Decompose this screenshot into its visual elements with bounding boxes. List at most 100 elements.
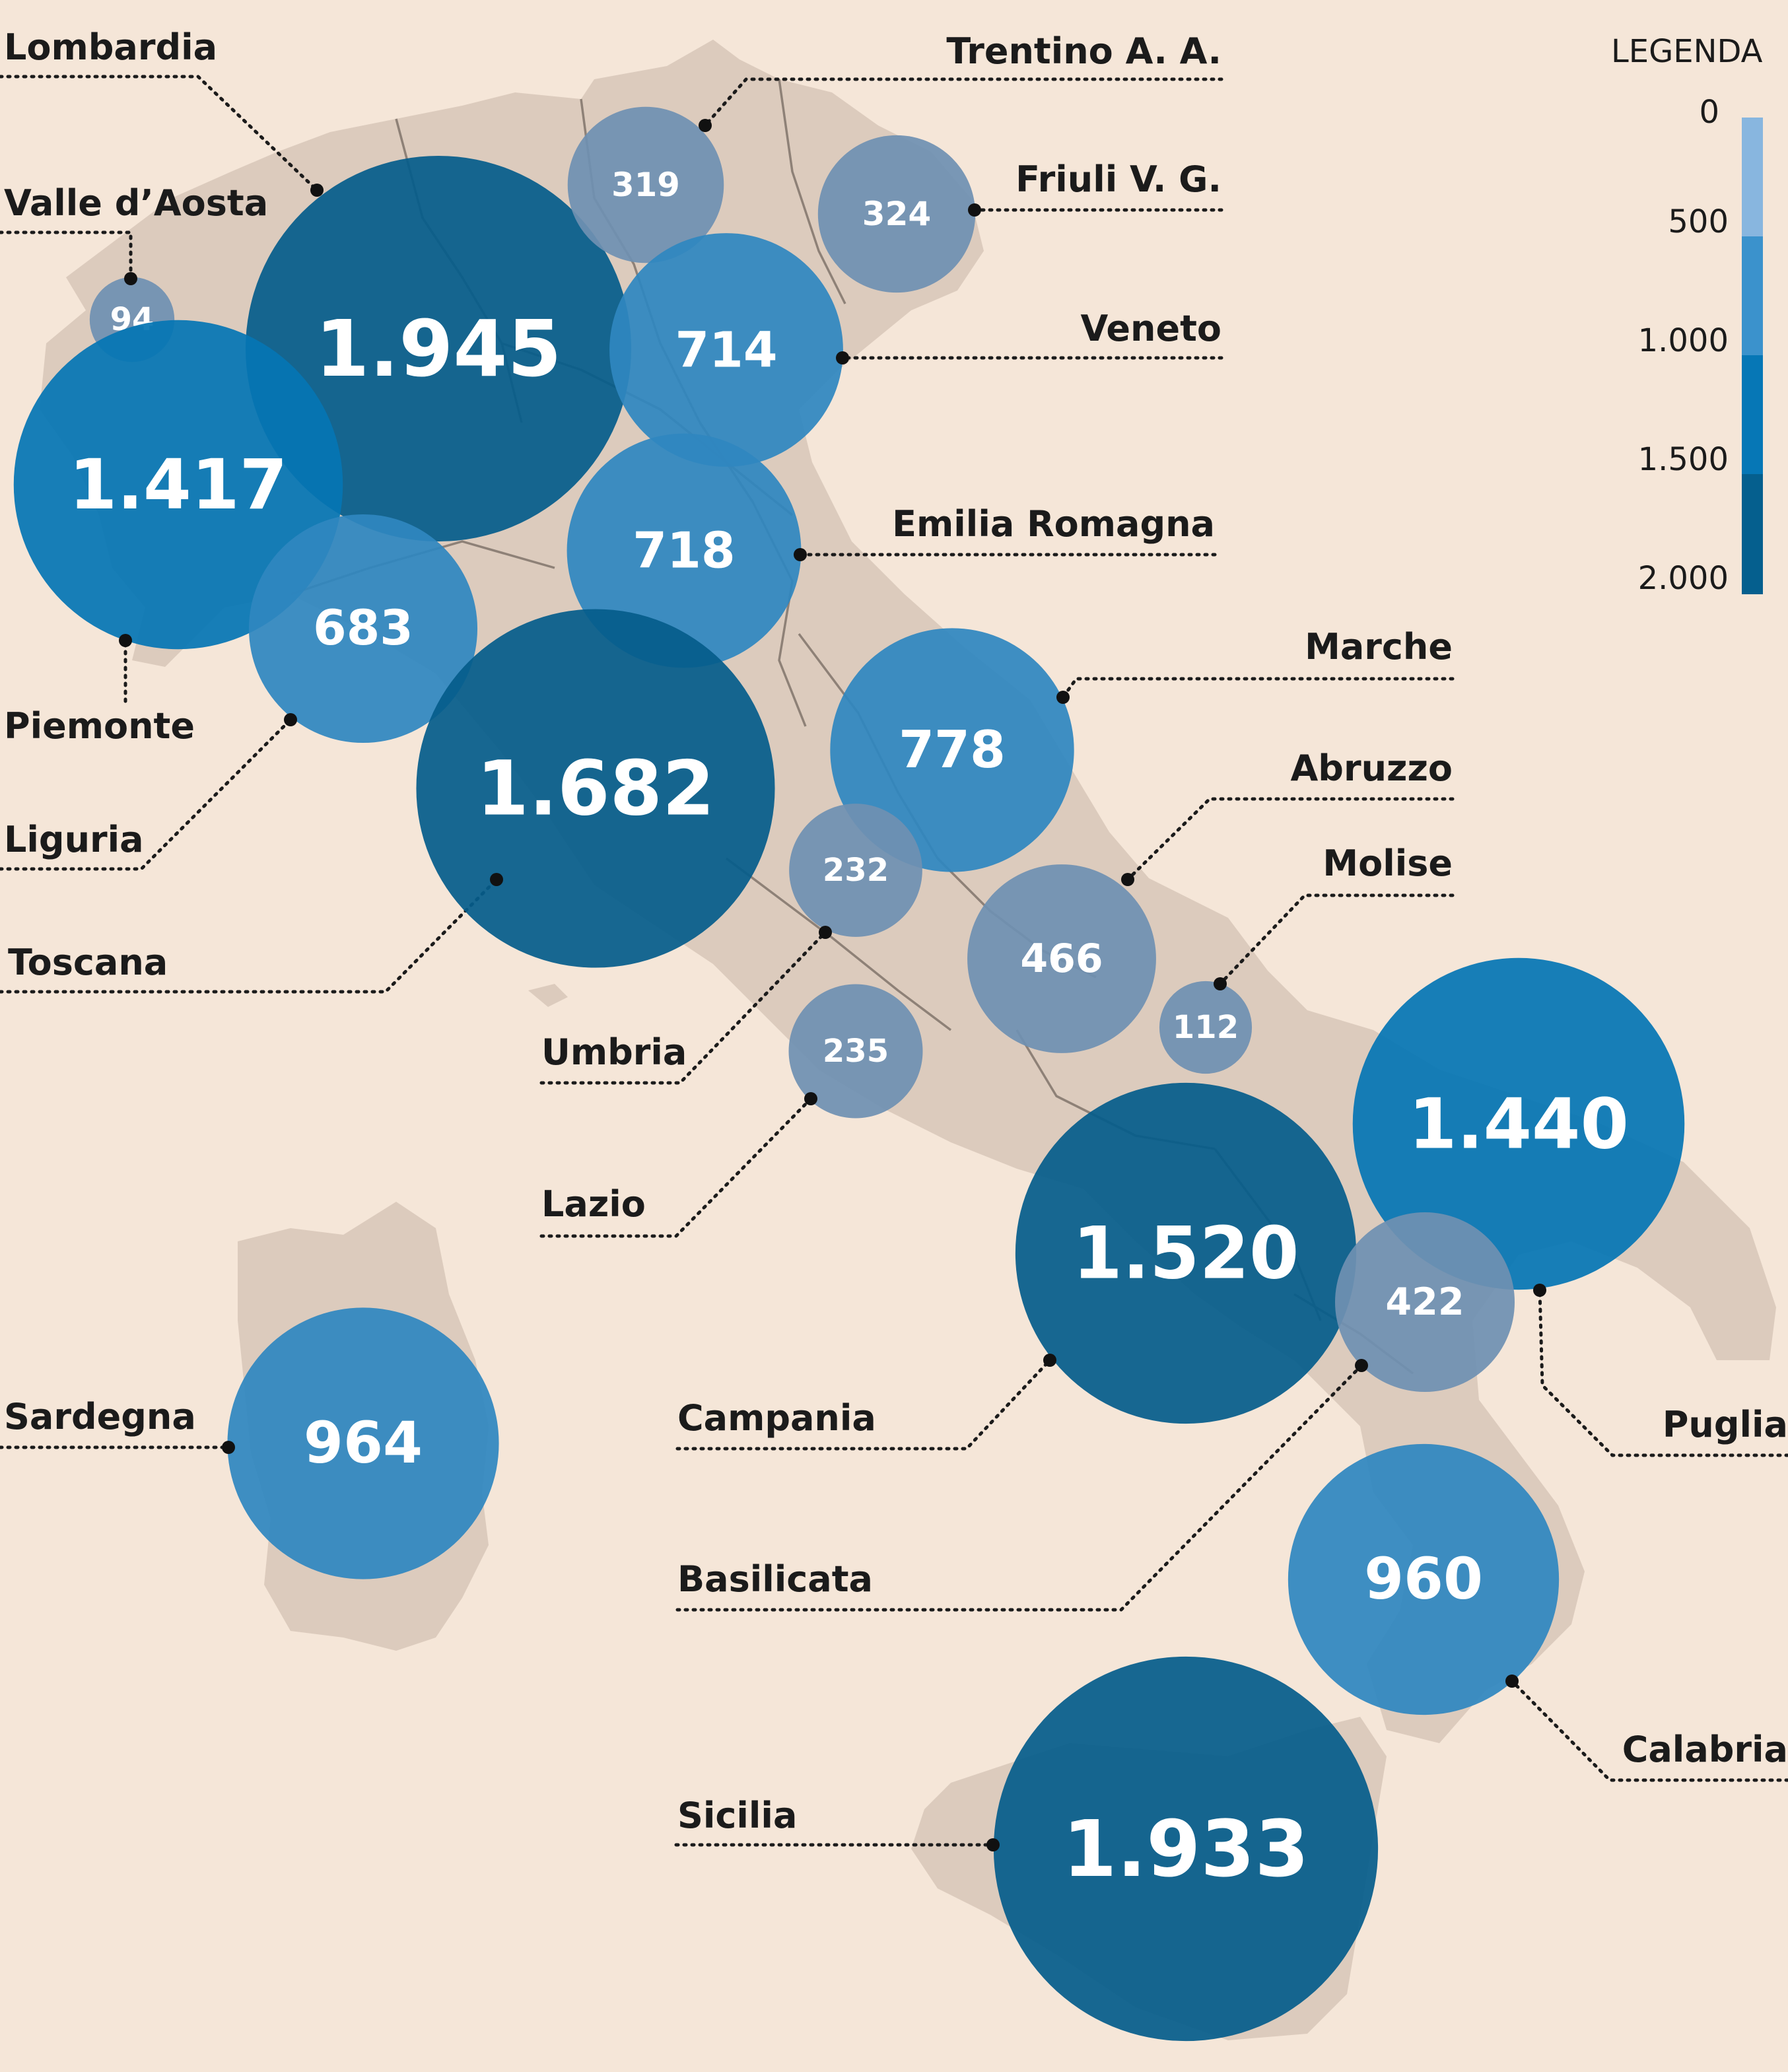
bubble-value-lazio: 235 — [823, 1033, 889, 1070]
leader-dot-trentino-a-a — [699, 119, 712, 132]
region-name-emilia-romagna: Emilia Romagna — [892, 503, 1215, 545]
elba-island — [528, 984, 568, 1007]
bubble-value-liguria: 683 — [313, 601, 413, 656]
bubble-piemonte — [13, 320, 343, 650]
leader-trentino — [703, 77, 1223, 127]
leader-puglia — [1538, 1288, 1788, 1457]
bubble-value-sicilia: 1.933 — [1062, 1803, 1309, 1894]
region-name-liguria: Liguria — [4, 819, 144, 860]
leader-valle-aosta — [0, 230, 133, 281]
bubble-molise — [1159, 981, 1253, 1074]
bubble-value-calabria: 960 — [1364, 1546, 1483, 1612]
bubble-value-umbria: 232 — [823, 852, 889, 889]
leader-toscana — [0, 878, 499, 994]
leader-calabria — [1510, 1679, 1788, 1782]
leader-dot-valle-d-aosta — [124, 272, 137, 285]
region-name-abruzzo: Abruzzo — [1291, 747, 1453, 789]
bubble-value-abruzzo: 466 — [1020, 936, 1103, 982]
bubble-value-lombardia: 1.945 — [315, 303, 561, 394]
region-name-veneto: Veneto — [1081, 308, 1221, 349]
region-name-valle-d-aosta: Valle d’Aosta — [4, 182, 268, 224]
bubble-umbria — [789, 804, 922, 937]
bubble-veneto — [609, 233, 843, 467]
bubble-value-emilia-romagna: 718 — [633, 522, 736, 580]
leader-dot-piemonte — [119, 634, 132, 647]
leader-umbria — [539, 930, 827, 1085]
leader-abruzzo — [1126, 797, 1455, 881]
legend-title: LEGENDA — [1611, 33, 1763, 70]
region-name-sardegna: Sardegna — [4, 1396, 196, 1437]
region-name-molise: Molise — [1323, 843, 1453, 884]
leader-liguria — [0, 718, 292, 871]
leader-lazio — [539, 1097, 813, 1238]
region-name-marche: Marche — [1305, 626, 1453, 668]
bubble-value-molise: 112 — [1173, 1009, 1239, 1046]
leader-dot-campania — [1043, 1354, 1056, 1367]
region-name-sicilia: Sicilia — [677, 1795, 797, 1836]
bubble-sardegna — [227, 1307, 499, 1579]
leader-dot-lazio — [804, 1092, 817, 1105]
legend-segment-0 — [1742, 118, 1763, 236]
bubbles-layer: 1.945319324947141.4177186837781.68246623… — [13, 106, 1685, 2042]
leader-dot-sicilia — [986, 1838, 1000, 1851]
region-name-umbria: Umbria — [541, 1031, 687, 1073]
leader-dots-layer — [119, 119, 1546, 1851]
leader-dot-marche — [1056, 691, 1070, 704]
bubble-emilia-romagna — [567, 433, 802, 668]
bubble-value-basilicata: 422 — [1385, 1280, 1464, 1324]
leader-campania — [675, 1358, 1052, 1451]
region-name-puglia: Puglia — [1663, 1404, 1788, 1445]
bubble-puglia — [1352, 957, 1685, 1290]
legend-tick-1000: 1.000 — [1638, 322, 1729, 359]
region-name-toscana: Toscana — [8, 942, 168, 983]
bubble-value-marche: 778 — [899, 720, 1006, 780]
legend-tick-2000: 2.000 — [1638, 560, 1729, 597]
leader-dot-liguria — [284, 713, 297, 726]
bubble-value-sardegna: 964 — [304, 1410, 423, 1476]
legend: LEGENDA 0 500 1.000 1.500 2.000 — [1611, 33, 1763, 597]
leader-dot-abruzzo — [1121, 873, 1134, 886]
leader-dot-basilicata — [1355, 1359, 1368, 1372]
bubble-campania — [1015, 1082, 1357, 1424]
bubble-toscana — [416, 609, 775, 968]
bubble-trentino-a-a — [567, 106, 724, 263]
bubble-value-campania: 1.520 — [1073, 1212, 1299, 1295]
leader-dot-friuli-v-g — [968, 203, 981, 217]
region-name-lombardia: Lombardia — [4, 26, 217, 68]
bubble-value-toscana: 1.682 — [477, 745, 715, 833]
region-name-basilicata: Basilicata — [677, 1558, 873, 1600]
region-names-layer: Lombardia Trentino A. A. Friuli V. G. Valle… — [4, 26, 1788, 1836]
legend-color-bar — [1742, 118, 1763, 594]
leader-dot-veneto — [836, 351, 849, 364]
leader-marche — [1061, 677, 1455, 699]
region-name-lazio: Lazio — [541, 1183, 646, 1225]
bubble-sicilia — [993, 1656, 1379, 2042]
legend-tick-1500: 1.500 — [1638, 441, 1729, 478]
bubble-value-veneto: 714 — [675, 322, 777, 379]
region-name-friuli-v-g: Friuli V. G. — [1015, 158, 1221, 200]
bubble-lombardia — [246, 156, 631, 541]
legend-segment-2 — [1742, 355, 1763, 474]
region-name-calabria: Calabria — [1622, 1729, 1788, 1770]
leader-dot-lombardia — [310, 184, 324, 197]
bubble-value-puglia: 1.440 — [1408, 1084, 1629, 1165]
leader-dot-toscana — [490, 873, 503, 886]
bubble-lazio — [788, 984, 923, 1119]
leader-lines — [0, 75, 1788, 1847]
bubble-abruzzo — [967, 864, 1156, 1053]
bubble-calabria — [1288, 1443, 1560, 1715]
leader-dot-calabria — [1505, 1675, 1519, 1688]
bubble-value-piemonte: 1.417 — [69, 444, 287, 525]
leader-dot-emilia-romagna — [794, 548, 807, 561]
bubble-liguria — [248, 514, 478, 743]
leader-dot-puglia — [1533, 1284, 1546, 1297]
bubble-marche — [830, 628, 1074, 872]
bubble-value-friuli-v-g: 324 — [862, 195, 931, 233]
leader-basilicata — [675, 1364, 1363, 1612]
leader-lombardia — [0, 75, 319, 192]
leader-dot-molise — [1214, 977, 1227, 990]
region-name-campania: Campania — [677, 1397, 876, 1439]
leader-molise — [1218, 893, 1455, 986]
legend-segment-1 — [1742, 236, 1763, 355]
